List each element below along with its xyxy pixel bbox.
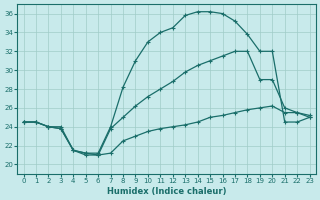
X-axis label: Humidex (Indice chaleur): Humidex (Indice chaleur) — [107, 187, 226, 196]
